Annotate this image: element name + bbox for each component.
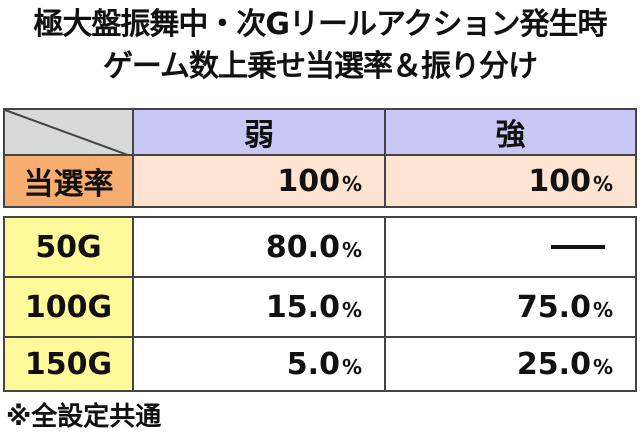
dash-mark [551,245,605,249]
cell-150g-strong: 25.0% [384,336,637,392]
diagonal-line [5,110,128,154]
footnote: ※全設定共通 [6,402,162,432]
unit-label: % [592,172,613,196]
cell-50g-strong [384,216,637,278]
cell-100g-weak: 15.0% [132,276,386,338]
rate-weak: 100% [132,154,386,208]
row-label-150g: 150G [3,336,134,392]
unit-label: % [592,355,613,379]
cell-100g-strong: 75.0% [384,276,637,338]
unit-label: % [592,298,613,322]
corner-cell [3,108,134,156]
cell-value: 80.0 [265,229,340,265]
cell-50g-weak: 80.0% [132,216,386,278]
rate-weak-value: 100 [277,163,340,199]
unit-label: % [341,355,362,379]
column-header-strong: 強 [384,108,637,156]
unit-label: % [341,298,362,322]
rate-row-label: 当選率 [3,154,134,208]
cell-value: 5.0 [286,346,340,382]
unit-label: % [341,238,362,262]
row-label-50g: 50G [3,216,134,278]
cell-value: 75.0 [516,289,591,325]
title-line-1: 極大盤振舞中・次Gリールアクション発生時 [33,7,607,42]
column-header-weak: 弱 [132,108,386,156]
cell-150g-weak: 5.0% [132,336,386,392]
title-line-2: ゲーム数上乗せ当選率＆振り分け [102,49,538,84]
cell-value: 15.0 [265,289,340,325]
cell-value: 25.0 [516,346,591,382]
rate-strong-value: 100 [528,163,591,199]
rate-strong: 100% [384,154,637,208]
unit-label: % [341,172,362,196]
row-label-100g: 100G [3,276,134,338]
